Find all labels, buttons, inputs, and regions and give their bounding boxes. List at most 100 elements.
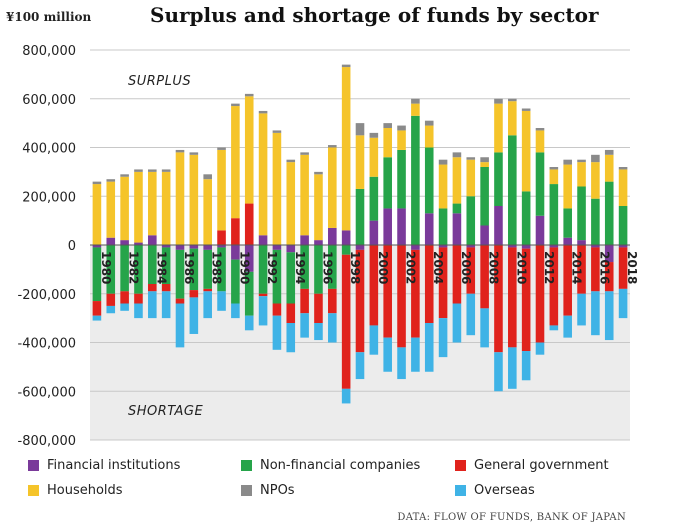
bar-non-financial-companies bbox=[618, 206, 628, 245]
bar-npos bbox=[508, 98, 517, 102]
bar-households bbox=[106, 181, 116, 238]
bar-overseas bbox=[535, 342, 545, 355]
bar-npos bbox=[148, 169, 157, 172]
bar-non-financial-companies bbox=[134, 245, 143, 294]
bar-non-financial-companies bbox=[383, 157, 392, 209]
bar-general-government bbox=[521, 248, 531, 352]
bar-non-financial-companies bbox=[424, 147, 434, 214]
bar-non-financial-companies bbox=[217, 247, 226, 292]
bar-households bbox=[480, 162, 489, 167]
bar-financial-institutions bbox=[397, 208, 406, 245]
bar-npos bbox=[134, 169, 143, 172]
bar-npos bbox=[452, 152, 462, 158]
bar-overseas bbox=[189, 297, 199, 334]
bar-overseas bbox=[521, 351, 531, 381]
bar-overseas bbox=[618, 288, 628, 319]
bar-general-government bbox=[604, 262, 614, 292]
bar-overseas bbox=[494, 352, 503, 392]
bar-general-government bbox=[258, 293, 268, 297]
x-tick-label: 2004 bbox=[431, 251, 445, 284]
bar-non-financial-companies bbox=[355, 188, 365, 245]
x-tick-label: 1992 bbox=[265, 251, 279, 284]
bar-non-financial-companies bbox=[508, 135, 517, 245]
bar-financial-institutions bbox=[92, 245, 102, 248]
bar-non-financial-companies bbox=[231, 259, 240, 304]
bar-overseas bbox=[452, 303, 462, 343]
bar-overseas bbox=[120, 303, 129, 311]
bar-financial-institutions bbox=[244, 245, 254, 272]
bar-households bbox=[424, 125, 434, 148]
bar-financial-institutions bbox=[452, 213, 462, 245]
bar-general-government bbox=[217, 230, 226, 245]
bar-households bbox=[535, 130, 545, 153]
bar-overseas bbox=[203, 291, 212, 319]
bar-npos bbox=[231, 103, 240, 107]
bar-households bbox=[341, 67, 351, 231]
bar-non-financial-companies bbox=[161, 247, 171, 284]
y-tick-label: -800,000 bbox=[18, 434, 76, 449]
bar-overseas bbox=[286, 323, 296, 353]
bar-financial-institutions bbox=[411, 245, 420, 250]
bar-general-government bbox=[120, 291, 129, 304]
bar-financial-institutions bbox=[341, 230, 351, 245]
bar-npos bbox=[591, 154, 600, 163]
bar-npos bbox=[341, 64, 351, 68]
bar-non-financial-companies bbox=[480, 167, 489, 226]
bar-overseas bbox=[244, 315, 254, 331]
bar-overseas bbox=[604, 291, 614, 341]
bar-households bbox=[577, 162, 586, 187]
bar-overseas bbox=[92, 315, 102, 321]
bar-non-financial-companies bbox=[452, 203, 462, 214]
bar-non-financial-companies bbox=[466, 196, 476, 245]
bar-households bbox=[521, 110, 531, 192]
x-tick-label: 1984 bbox=[154, 251, 168, 284]
y-tick-label: 0 bbox=[68, 239, 76, 254]
bar-npos bbox=[286, 159, 296, 163]
bar-households bbox=[452, 157, 462, 204]
bar-npos bbox=[161, 169, 171, 172]
bar-financial-institutions bbox=[161, 245, 171, 248]
bar-overseas bbox=[106, 305, 116, 314]
bar-financial-institutions bbox=[175, 245, 185, 250]
bar-financial-institutions bbox=[203, 245, 212, 250]
bar-overseas bbox=[591, 291, 600, 336]
bar-households bbox=[397, 130, 406, 150]
bar-households bbox=[314, 174, 323, 241]
bar-general-government bbox=[466, 247, 476, 294]
bar-non-financial-companies bbox=[604, 181, 614, 245]
bar-general-government bbox=[148, 284, 157, 292]
x-tick-label: 2018 bbox=[625, 251, 639, 284]
bar-households bbox=[369, 137, 379, 177]
bar-financial-institutions bbox=[494, 206, 503, 245]
bar-non-financial-companies bbox=[92, 247, 102, 302]
bar-financial-institutions bbox=[508, 245, 517, 248]
bar-npos bbox=[244, 93, 254, 97]
bar-overseas bbox=[577, 293, 586, 326]
bar-npos bbox=[258, 110, 268, 114]
x-tick-label: 2016 bbox=[597, 251, 611, 284]
bar-npos bbox=[618, 167, 628, 170]
chart-title: Surplus and shortage of funds by sector bbox=[150, 3, 599, 27]
bar-npos bbox=[355, 123, 365, 136]
bar-financial-institutions bbox=[148, 235, 157, 245]
bar-general-government bbox=[424, 245, 434, 323]
y-tick-label: 200,000 bbox=[22, 190, 76, 205]
bar-non-financial-companies bbox=[535, 152, 545, 216]
bar-financial-institutions bbox=[480, 225, 489, 245]
bar-overseas bbox=[175, 303, 185, 348]
x-tick-label: 2000 bbox=[376, 251, 390, 284]
bar-general-government bbox=[92, 301, 102, 316]
bar-financial-institutions bbox=[272, 245, 282, 250]
bar-overseas bbox=[466, 293, 476, 336]
bar-non-financial-companies bbox=[175, 249, 185, 299]
bar-general-government bbox=[175, 298, 185, 304]
bar-general-government bbox=[106, 293, 116, 306]
bar-npos bbox=[521, 108, 531, 111]
bar-general-government bbox=[535, 245, 545, 343]
bar-overseas bbox=[369, 325, 379, 355]
bar-non-financial-companies bbox=[314, 245, 323, 294]
bar-overseas bbox=[397, 347, 406, 380]
bar-npos bbox=[328, 145, 337, 148]
bar-overseas bbox=[549, 325, 559, 331]
bar-households bbox=[148, 171, 157, 236]
